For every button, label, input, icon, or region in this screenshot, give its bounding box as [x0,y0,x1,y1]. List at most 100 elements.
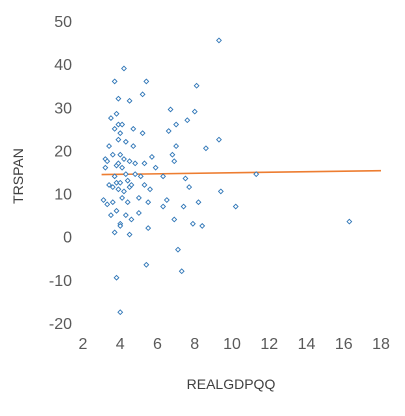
data-point [117,151,124,158]
data-point [124,177,131,184]
data-point [119,164,126,171]
data-point [163,197,170,203]
y-tick-label: 30 [54,100,72,117]
data-point [104,201,111,208]
data-point [143,78,150,85]
x-tick-label: 18 [372,336,390,353]
y-tick-label: 40 [54,57,72,74]
data-point [232,203,239,210]
data-point [115,160,122,167]
data-point [124,199,131,206]
data-point [109,199,116,206]
trendline [101,169,382,176]
data-point [160,173,167,180]
data-point [106,143,113,150]
y-tick-labels: -20 -10 0 10 20 30 40 50 [49,14,72,333]
data-point [122,138,129,145]
data-point [115,121,122,128]
data-point [119,194,126,201]
x-tick-label: 2 [79,336,88,353]
data-point [113,110,120,117]
scatter-points [100,37,353,316]
data-point [130,143,137,150]
data-point [202,145,209,152]
y-tick-label: 50 [54,14,72,31]
data-point [141,182,148,188]
data-point [109,184,116,191]
data-point [152,164,159,171]
data-point [169,151,176,158]
y-axis-title: TRSPAN [10,148,26,204]
data-point [104,158,111,165]
data-point [147,186,153,193]
data-point [216,37,222,44]
data-point [115,186,122,193]
x-tick-label: 4 [116,336,125,353]
data-point [216,136,222,143]
data-point [145,199,152,206]
data-point [139,91,146,98]
data-point [139,130,146,137]
data-point [253,171,260,178]
data-point [117,222,124,229]
data-point [148,153,155,160]
data-point [128,182,135,188]
data-point [175,246,181,253]
data-point [100,197,107,203]
x-tick-label: 12 [260,336,278,353]
y-tick-label: -10 [49,273,72,290]
data-point [178,268,185,275]
data-point [141,160,148,167]
data-point [184,117,191,124]
data-point [171,216,178,223]
data-point [145,225,152,232]
data-point [111,78,118,85]
data-point [199,222,206,229]
data-point [111,125,118,132]
data-point [186,184,193,191]
data-point [111,173,118,180]
trendline-layer [101,169,382,176]
data-point [193,82,200,89]
data-point [113,179,120,186]
data-point [346,218,353,225]
x-tick-label: 10 [223,336,241,353]
data-point [117,130,124,137]
data-point [119,121,126,128]
data-point [160,203,167,210]
y-tick-label: 20 [54,143,72,160]
y-tick-label: 0 [63,230,72,247]
data-point [195,199,202,206]
data-point [171,158,178,165]
data-point [117,309,124,316]
x-tick-label: 14 [298,336,316,353]
x-tick-label: 6 [153,336,162,353]
x-axis-title: REALGDPQQ [187,376,276,392]
data-point [115,136,122,143]
y-tick-label: -20 [49,316,72,333]
data-point [111,229,118,236]
data-point [189,220,196,227]
data-point [126,97,133,104]
data-point [108,212,114,219]
x-tick-label: 16 [335,336,353,353]
data-point [167,106,174,113]
data-point [122,212,129,219]
x-tick-labels: 2 4 6 8 10 12 14 16 18 [79,336,390,353]
data-point [135,210,142,216]
data-point [182,175,189,182]
data-point [132,171,139,178]
data-point [130,125,137,132]
x-tick-label: 8 [190,336,199,353]
data-point [191,108,198,115]
data-point [108,115,114,122]
data-point [126,231,133,238]
data-point [173,121,180,128]
data-point [137,173,144,180]
data-point [165,128,172,134]
data-point [180,203,187,210]
data-point [128,216,135,223]
data-point [217,188,224,195]
